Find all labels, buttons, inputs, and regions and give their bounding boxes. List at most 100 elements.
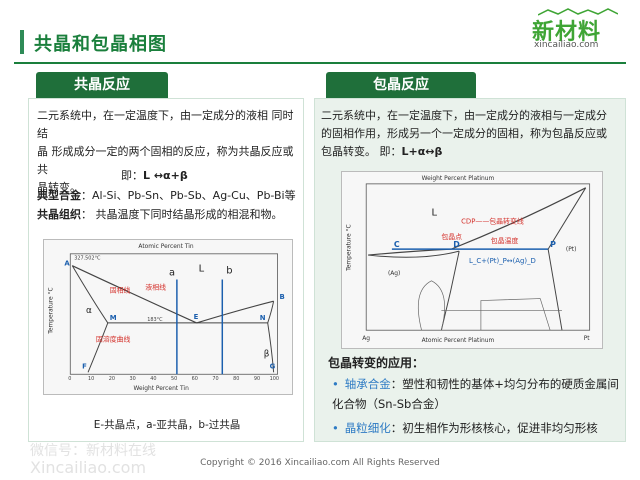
ag-pt-point-c: C [394,240,400,249]
page-title: 共晶和包晶相图 [34,34,167,55]
eutectic-line-3: 晶转变。 [37,181,81,194]
eutectic-card: 二元系统中，在一定温度下，由一定成分的液相 同时结 晶 形成成分一定的两个固相的… [28,98,304,442]
application-grain-refinement: • 晶粒细化：初生相作为形核核心，促进非均匀形核 [332,418,622,438]
logo-text: 新材料 [532,20,602,45]
pb-sn-plot-frame [69,253,278,375]
app1-text: ：塑性和韧性的基体+均匀分布的硬质金属间化合物（Sn-Sb合金） [332,377,619,411]
structure-label: 共晶组织 [37,208,81,221]
ag-pt-peritectic-point-label: 包晶点 [441,232,462,241]
watermark-domain: Xincailiao.com [30,458,147,477]
eutectic-tab-label: 共晶反应 [74,77,130,93]
peritectic-formula-prefix: 即： [379,145,402,158]
peritectic-card: 二元系统中，在一定温度下，由一定成分的液相与一定成分 的固相作用，形成另一个一定… [314,98,626,442]
peritectic-tab-label: 包晶反应 [373,77,429,93]
pb-sn-point-f: F [82,362,87,370]
eutectic-panel: 共晶反应 二元系统中，在一定温度下，由一定成分的液相 同时结 晶 形成成分一定的… [28,72,304,442]
ag-pt-bottom-axis-label: Atomic Percent Platinum [422,337,495,344]
pb-sn-tick-20: 20 [109,376,115,382]
eutectic-caption: E-共晶点，a-亚共晶，b-过共晶 [93,419,241,431]
ag-pt-solidus-pt [547,187,587,250]
title-bar: 共晶和包晶相图 新材料 xincailiao.com [0,0,640,64]
pb-sn-solidus-left [71,265,109,324]
pb-sn-solvus-label: 固溶度曲线 [96,335,131,344]
ag-pt-right-element: Pt [584,335,591,342]
pb-sn-point-n: N [260,314,266,322]
peritectic-line-1: 二元系统中，在一定温度下，由一定成分的液相与一定成分 [321,109,607,122]
peritectic-panel: 包晶反应 二元系统中，在一定温度下，由一定成分的液相与一定成分 的固相作用，形成… [314,72,626,442]
pb-sn-beta-label: β [264,349,270,359]
ag-pt-low-region-2 [480,298,551,331]
pb-sn-tick-40: 40 [150,376,156,382]
pb-sn-tick-0: 0 [68,376,71,382]
pb-sn-tick-50: 50 [171,376,177,382]
ag-pt-reaction-label: L_C+(Pt)_P↔(Ag)_D [469,257,536,265]
logo-domain: xincailiao.com [534,40,599,50]
app1-key: 轴承合金 [344,377,391,391]
ag-pt-pt-region-label: (Pt) [566,246,577,253]
ag-pt-left-element: Ag [362,335,370,342]
pb-sn-tick-90: 90 [254,376,260,382]
watermark-wechat: 微信号：新材料在线 [30,443,156,459]
pb-sn-tick-60: 60 [192,376,198,382]
pb-sn-point-m: M [110,314,117,322]
pb-sn-label-b: b [226,266,232,277]
alloy-text: ：Al-Si、Pb-Sn、Pb-Sb、Ag-Cu、Pb-Bi等 [81,189,296,202]
ag-pt-peritectic-temp-label: 包晶温度 [491,236,519,245]
pb-sn-liquidus-right [196,300,274,324]
pb-sn-melting-temp: 327.502°C [74,256,101,262]
peritectic-tab: 包晶反应 [326,72,476,98]
application-bearing-alloy: • 轴承合金：塑性和韧性的基体+均匀分布的硬质金属间化合物（Sn-Sb合金） [332,374,622,414]
logo-roof-icon [538,8,618,16]
eutectic-line-1: 二元系统中，在一定温度下，由一定成分的液相 同时结 [37,109,294,140]
eutectic-line-2: 晶 形成成分一定的两个固相的反应，称为共晶反应或共 [37,145,294,176]
ag-pt-pt-solvus [547,249,563,331]
peritectic-definition: 二元系统中，在一定温度下，由一定成分的液相与一定成分 的固相作用，形成另一个一定… [321,107,621,161]
eutectic-formula: 即：L ↔α+β [121,167,188,183]
app2-text: ：初生相作为形核核心，促进非均匀形核 [390,421,598,435]
pb-sn-label-a: a [169,268,175,279]
ag-pt-low-region-1 [417,280,445,331]
pb-sn-tick-10: 10 [88,376,94,382]
pb-sn-tick-70: 70 [212,376,218,382]
eutectic-formula-prefix: 即： [121,169,143,182]
pb-sn-top-axis-label: Atomic Percent Tin [138,244,194,250]
eutectic-formula-text: L ↔α+β [143,169,188,182]
pb-sn-liquidus-left [71,265,197,324]
eutectic-structure: 共晶组织： 共晶温度下同时结晶形成的相混和物。 [37,206,303,224]
pb-sn-tick-80: 80 [233,376,239,382]
bullet-dot-icon: • [332,421,339,435]
pb-sn-tick-100: 100 [270,376,279,382]
ag-pt-liquidus [368,187,586,256]
ag-pt-ag-solidus [368,250,460,258]
ag-pt-region-liquid: L [431,208,437,219]
pb-sn-bottom-axis-label: Weight Percent Tin [133,386,189,392]
pb-sn-eutectic-temp: 183°C [147,317,163,323]
ag-pt-phase-diagram: Weight Percent Platinum Atomic Percent P… [341,171,603,349]
applications-title: 包晶转变的应用： [328,356,425,370]
ag-pt-top-axis-label: Weight Percent Platinum [422,175,495,182]
pb-sn-point-g: G [270,362,276,370]
pb-sn-x-ticks: 0 10 20 30 40 50 60 70 80 90 100 [68,376,279,382]
pb-sn-phase-diagram: Atomic Percent Tin Weight Percent Tin Te… [43,239,293,395]
bullet-dot-icon: • [332,377,339,391]
pb-sn-solvus-left [87,322,109,373]
pb-sn-y-axis-label: Temperature °C [49,287,55,334]
structure-text: ： 共晶温度下同时结晶形成的相混和物。 [81,208,283,221]
footer-copyright: Copyright © 2016 Xincailiao.com All Righ… [200,458,440,468]
pb-sn-region-liquid: L [199,264,205,275]
pb-sn-point-a: A [64,260,70,268]
eutectic-alloys: 典型合金：Al-Si、Pb-Sn、Pb-Sb、Ag-Cu、Pb-Bi等 [37,187,303,205]
ag-pt-cdp-label: CDP——包晶转变线 [461,216,524,225]
site-logo[interactable]: 新材料 xincailiao.com [520,8,630,54]
ag-pt-ag-region-label: (Ag) [388,270,400,277]
peritectic-formula: L+α↔β [401,145,443,158]
eutectic-definition: 二元系统中，在一定温度下，由一定成分的液相 同时结 晶 形成成分一定的两个固相的… [37,107,299,197]
ag-pt-plot-frame [365,183,591,331]
ag-pt-point-p: P [550,240,556,249]
pb-sn-liquidus-label: 液相线 [145,282,166,291]
peritectic-line-2: 的固相作用，形成另一个一定成分的固相，称为包晶反应或 [321,127,607,140]
app2-key: 晶粒细化 [344,421,391,435]
pb-sn-solidus-label: 固相线 [110,285,131,294]
pb-sn-point-e: E [194,313,199,321]
eutectic-tab: 共晶反应 [36,72,168,98]
